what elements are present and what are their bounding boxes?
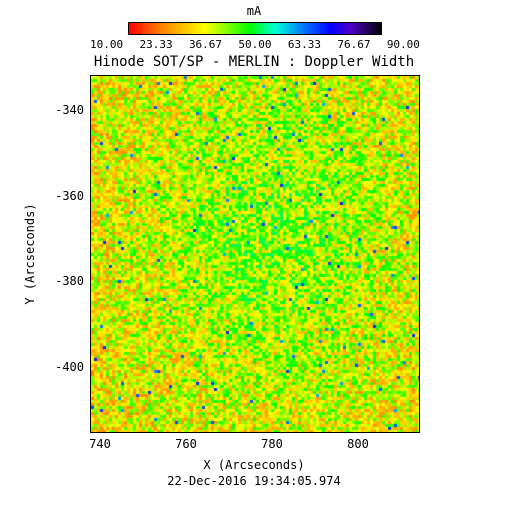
y-tick: -340 <box>55 103 84 117</box>
colorbar-tick: 90.00 <box>386 38 420 51</box>
x-tick: 740 <box>89 437 111 451</box>
y-tick: -360 <box>55 189 84 203</box>
colorbar-tick: 63.33 <box>287 38 321 51</box>
colorbar-unit: mA <box>246 4 262 18</box>
y-tick: -380 <box>55 274 84 288</box>
doppler-width-image <box>91 76 419 432</box>
doppler-width-map <box>90 75 420 433</box>
colorbar-tick: 36.67 <box>188 38 223 51</box>
y-tick: -400 <box>55 360 84 374</box>
x-axis-label: X (Arcseconds) <box>203 458 305 472</box>
colorbar-tick: 50.00 <box>238 38 272 51</box>
colorbar <box>128 22 382 35</box>
colorbar-tick: 10.00 <box>90 38 124 51</box>
y-axis-label: Y (Arcseconds) <box>23 203 37 305</box>
plot-title: Hinode SOT/SP - MERLIN : Doppler Width <box>93 54 415 70</box>
colorbar-ticks: 10.00 23.33 36.67 50.00 63.33 76.67 90.0… <box>90 38 420 51</box>
x-tick: 780 <box>261 437 283 451</box>
observation-date: 22-Dec-2016 19:34:05.974 <box>167 474 341 488</box>
x-tick: 760 <box>175 437 197 451</box>
colorbar-tick: 76.67 <box>337 38 371 51</box>
colorbar-tick: 23.33 <box>139 38 173 51</box>
x-tick: 800 <box>347 437 369 451</box>
